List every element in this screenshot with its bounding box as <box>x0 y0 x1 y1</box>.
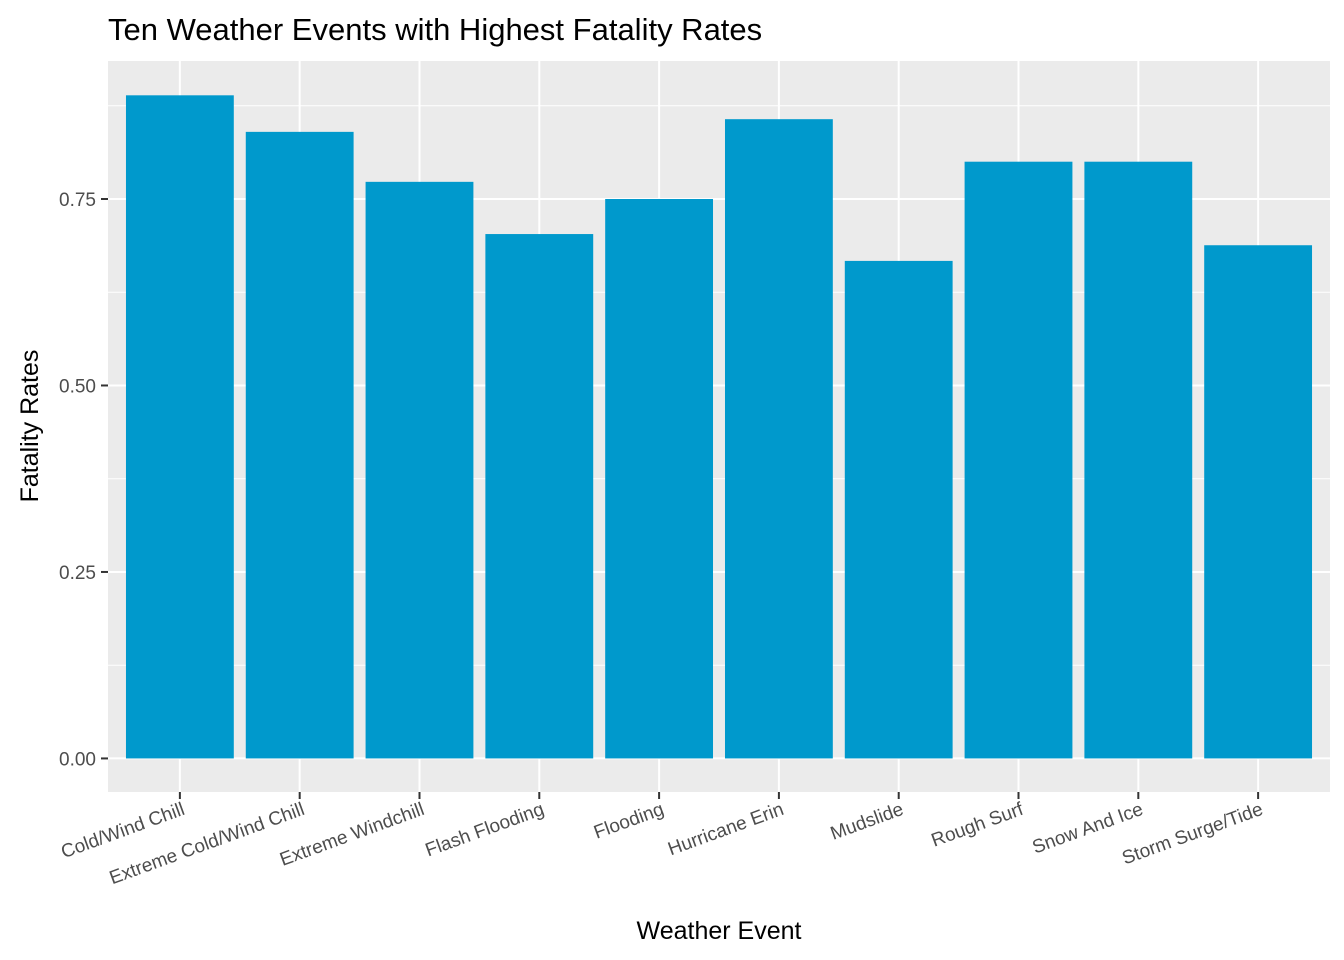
bar <box>485 234 594 759</box>
x-tick-label: Flooding <box>591 799 667 844</box>
y-tick-label: 0.00 <box>59 749 96 770</box>
y-tick-label: 0.25 <box>59 563 96 584</box>
bar <box>964 161 1073 759</box>
bar <box>605 198 714 759</box>
bar <box>245 131 354 759</box>
chart-title: Ten Weather Events with Highest Fatality… <box>108 12 762 47</box>
x-tick-label: Mudslide <box>828 799 907 845</box>
y-axis-title: Fatality Rates <box>16 350 44 503</box>
bar <box>125 95 234 759</box>
bar <box>365 181 474 759</box>
x-tick-label: Extreme Cold/Wind Chill <box>107 799 308 889</box>
x-tick-label: Hurricane Erin <box>665 799 786 860</box>
y-tick-label: 0.75 <box>59 190 96 211</box>
x-tick-label: Flash Flooding <box>423 799 547 861</box>
x-axis-title: Weather Event <box>637 917 802 945</box>
y-tick-label: 0.50 <box>59 376 96 397</box>
x-tick-label: Rough Surf <box>929 799 1027 852</box>
y-axis: 0.00 0.25 0.50 0.75 <box>59 190 108 770</box>
bars <box>125 95 1313 759</box>
bar <box>1084 161 1193 759</box>
bar <box>1204 245 1313 759</box>
bar <box>844 260 953 759</box>
bar <box>724 119 833 759</box>
